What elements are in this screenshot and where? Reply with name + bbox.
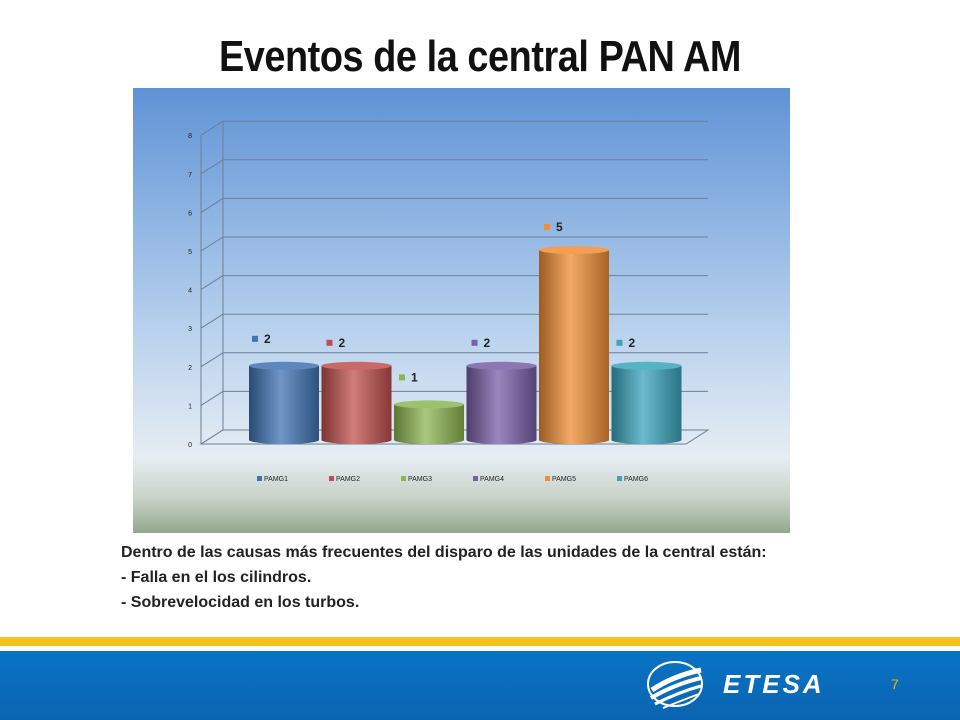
bar-body — [466, 365, 537, 444]
gridline — [200, 275, 224, 291]
y-tick-label: 5 — [188, 249, 192, 256]
data-label: 1 — [411, 370, 418, 384]
body-text: Dentro de las causas más frecuentes del … — [121, 540, 881, 615]
legend-swatch — [401, 476, 406, 481]
gridline — [200, 352, 224, 368]
y-tick-label: 4 — [188, 288, 192, 295]
logo-wordmark: ETESA — [723, 669, 825, 699]
body-line: Dentro de las causas más frecuentes del … — [121, 544, 767, 561]
legend-label: PAMG1 — [264, 476, 288, 483]
bar-PAMG6 — [611, 361, 682, 444]
data-label: 2 — [629, 336, 636, 350]
bar-PAMG3 — [394, 400, 464, 444]
y-tick-label: 2 — [188, 365, 192, 372]
legend-label: PAMG4 — [480, 476, 504, 483]
gridline — [200, 390, 224, 406]
gridline — [200, 236, 224, 252]
bar-PAMG2 — [321, 361, 392, 444]
bar-top — [394, 400, 464, 409]
page-number: 7 — [891, 676, 899, 692]
footer-accent-line — [0, 637, 960, 646]
chart-panel: 0 1 2 3 4 5 6 7 8 2 2 1 2 5 2 PAMG1 PAMG2 PAMG3 PAMG4 PAM… — [133, 88, 790, 533]
data-label-key — [471, 339, 478, 346]
chart-floor — [199, 429, 710, 445]
legend-swatch — [257, 476, 262, 481]
globe-logo-icon — [647, 661, 703, 709]
data-label: 5 — [556, 220, 563, 234]
legend-label: PAMG3 — [408, 476, 432, 483]
body-line: - Falla en el los cilindros. — [121, 569, 312, 586]
data-label-key — [544, 224, 550, 230]
legend-swatch — [329, 476, 334, 481]
y-tick-label: 0 — [188, 442, 192, 449]
bar-top — [466, 361, 537, 370]
bar-body — [321, 365, 392, 444]
gridline — [200, 197, 224, 213]
legend-label: PAMG5 — [552, 476, 576, 483]
data-label-key — [616, 339, 623, 346]
bar-PAMG5 — [539, 246, 609, 444]
data-label: 2 — [264, 332, 271, 346]
bar-body — [394, 404, 464, 444]
y-tick-label: 6 — [188, 210, 192, 217]
legend-label: PAMG6 — [624, 476, 648, 483]
body-line: - Sobrevelocidad en los turbos. — [121, 594, 360, 611]
bar-chart: 0 1 2 3 4 5 6 7 8 2 2 1 2 5 2 PAMG1 PAMG2 PAMG3 PAMG4 PAM… — [133, 88, 790, 533]
y-tick-label: 7 — [188, 172, 192, 179]
y-tick-label: 1 — [188, 403, 192, 410]
data-label-key — [326, 339, 333, 346]
legend-swatch — [473, 476, 478, 481]
footer-bar — [0, 651, 960, 720]
slide-title: Eventos de la central PAN AM — [218, 32, 742, 81]
data-label: 2 — [339, 336, 346, 350]
chart-background — [133, 88, 790, 533]
y-tick-label: 3 — [188, 326, 192, 333]
legend-swatch — [617, 476, 622, 481]
gridline — [200, 313, 224, 329]
bar-PAMG4 — [466, 361, 537, 444]
bar-body — [249, 365, 319, 444]
bar-top — [321, 361, 392, 370]
legend-swatch — [545, 476, 550, 481]
y-tick-label: 8 — [188, 133, 192, 140]
bar-top — [249, 361, 319, 370]
data-label: 2 — [484, 336, 491, 350]
bar-PAMG1 — [249, 361, 319, 444]
bar-body — [611, 365, 682, 444]
bar-top — [539, 246, 609, 254]
gridline — [200, 120, 224, 136]
gridline — [200, 159, 224, 175]
bar-body — [539, 250, 609, 444]
bar-top — [611, 361, 682, 370]
data-label-key — [252, 335, 258, 342]
legend-label: PAMG2 — [336, 476, 360, 483]
etesa-logo: ETESA — [647, 661, 825, 709]
data-label-key — [399, 374, 405, 381]
